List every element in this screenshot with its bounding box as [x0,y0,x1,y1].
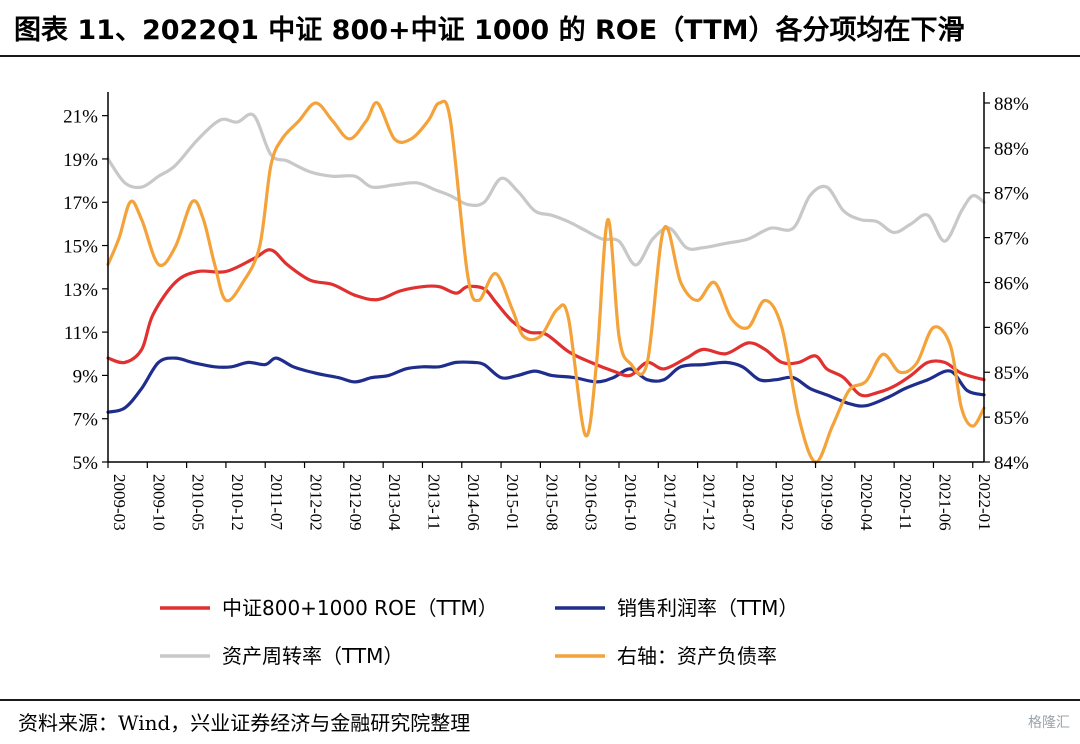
left-tick-label: 19% [63,150,98,171]
legend-label: 中证800+1000 ROE（TTM） [222,596,498,620]
right-tick-label: 86% [994,273,1029,294]
legend: 中证800+1000 ROE（TTM） 销售利润率（TTM） 资产周转率（TTM） 右… [160,596,798,668]
legend-item-profit-margin: 销售利润率（TTM） [555,596,798,620]
x-tick-label: 2019-09 [818,474,837,531]
left-tick-label: 17% [63,193,98,214]
x-tick-label: 2012-09 [346,474,365,531]
profit-margin-series-line [106,356,986,414]
left-tick-label: 21% [63,107,98,128]
right-tick-label: 85% [994,363,1029,384]
right-tick-label: 87% [994,229,1029,250]
x-tick-label: 2014-06 [464,474,483,531]
roe-series-line [106,248,986,398]
legend-label: 右轴：资产负债率 [617,644,777,668]
left-tick-label: 11% [64,323,98,344]
left-tick-label: 7% [73,410,99,431]
left-tick-label: 9% [73,366,99,387]
legend-item-asset-turnover: 资产周转率（TTM） [160,644,403,668]
left-tick-label: 15% [63,237,98,258]
asset-turnover-series-line [106,112,986,267]
legend-item-debt-ratio: 右轴：资产负债率 [555,644,777,668]
x-tick-label: 2020-11 [896,474,915,530]
x-tick-label: 2017-05 [660,474,679,531]
x-tick-label: 2012-02 [307,474,326,531]
right-tick-label: 88% [994,139,1029,160]
x-tick-label: 2017-12 [700,474,719,531]
source-note: 资料来源：Wind，兴业证券经济与金融研究院整理 [18,711,471,735]
x-tick-label: 2022-01 [975,474,994,531]
figure-title: 图表 11、2022Q1 中证 800+中证 1000 的 ROE（TTM）各分… [14,15,965,46]
x-tick-label: 2015-08 [542,474,561,531]
plot-lines [106,99,986,464]
watermark-logo: 格隆汇 [1028,715,1070,731]
axes: 5% 7% 9% 11% 13% 15% 17% 19% 21% 84% 85% 85% 86% 86% 8… [63,92,1029,531]
legend-item-roe: 中证800+1000 ROE（TTM） [160,596,498,620]
right-tick-label: 86% [994,318,1029,339]
right-tick-label: 87% [994,184,1029,205]
x-tick-label: 2015-01 [503,474,522,531]
bottom-rule [0,699,1080,701]
x-tick-label: 2009-10 [149,474,168,531]
x-tick-label: 2010-12 [228,474,247,531]
x-tick-label: 2020-04 [857,474,876,531]
left-tick-label: 5% [73,453,99,474]
right-tick-label: 85% [994,408,1029,429]
x-tick-label: 2016-03 [582,474,601,531]
x-tick-label: 2019-02 [778,474,797,531]
x-tick-label: 2011-07 [267,474,286,531]
legend-label: 资产周转率（TTM） [222,644,403,668]
left-tick-label: 13% [63,280,98,301]
x-tick-label: 2018-07 [739,474,758,531]
right-tick-label: 84% [994,453,1029,474]
chart: 5% 7% 9% 11% 13% 15% 17% 19% 21% 84% 85% 85% 86% 86% 8… [63,92,1029,668]
right-tick-label: 88% [994,94,1029,115]
top-rule [0,55,1080,57]
x-tick-label: 2009-03 [110,474,129,531]
debt-ratio-series-line [106,99,986,464]
x-tick-label: 2013-04 [385,474,404,531]
x-tick-label: 2013-11 [424,474,443,530]
x-tick-label: 2010-05 [189,474,208,531]
x-tick-label: 2021-06 [935,474,954,531]
x-tick-label: 2016-10 [621,474,640,531]
legend-label: 销售利润率（TTM） [617,596,798,620]
